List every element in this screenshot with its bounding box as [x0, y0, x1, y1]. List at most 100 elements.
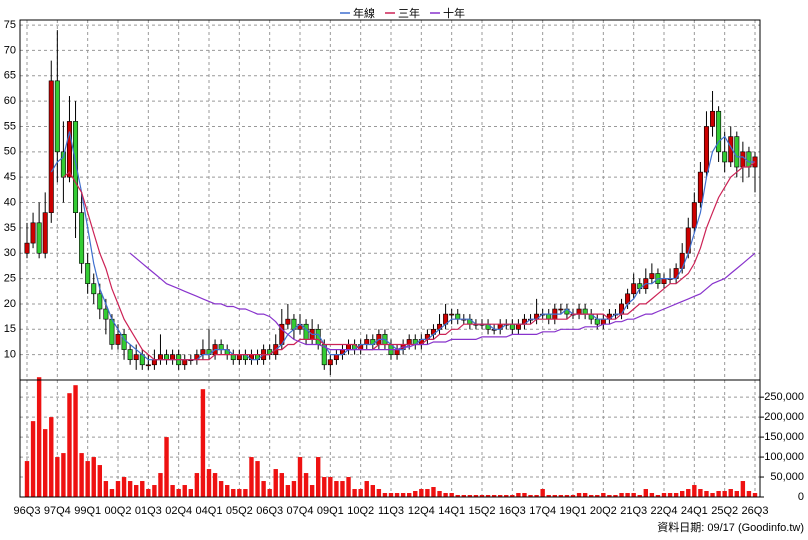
volume-bar [309, 485, 315, 497]
volume-bar [328, 477, 333, 497]
y-tick-label: 35 [4, 222, 16, 234]
candle-body [24, 242, 30, 254]
volume-bar [643, 489, 648, 497]
volume-bar [358, 489, 363, 497]
volume-bar [237, 489, 242, 497]
x-tick-label: 01Q3 [135, 505, 162, 517]
y2-tick-label: 150,000 [764, 431, 804, 443]
candle-body [73, 121, 79, 213]
volume-bar [188, 489, 193, 497]
volume-bar [734, 491, 739, 497]
candle-body [722, 151, 728, 163]
y2-tick-label: 250,000 [764, 391, 804, 403]
x-tick-label: 22Q4 [651, 505, 678, 517]
candle-body [600, 318, 606, 325]
volume-bar [485, 495, 491, 497]
volume-bar [297, 457, 303, 497]
x-tick-label: 02Q4 [165, 505, 192, 517]
volume-bar [510, 495, 515, 497]
candle-body [182, 359, 188, 366]
volume-bar [206, 469, 212, 497]
volume-bar [249, 457, 254, 497]
candle-body [200, 349, 206, 355]
volume-bar [407, 493, 412, 497]
volume-bar [649, 493, 655, 497]
candle-body [151, 359, 157, 366]
candle-body [230, 354, 236, 361]
volume-bar [36, 377, 42, 497]
candle-body [703, 126, 709, 173]
candle-body [576, 308, 582, 315]
plot-frame [19, 19, 761, 498]
candle-body [515, 323, 521, 330]
volume-bar [30, 421, 36, 497]
candle-body [406, 339, 412, 345]
volume-bar [540, 489, 545, 497]
volume-bar [431, 487, 436, 497]
volume-bar [291, 481, 297, 497]
candle-body [746, 151, 752, 168]
volume-bar [146, 489, 151, 497]
x-tick-label: 07Q4 [287, 505, 314, 517]
candle-body [30, 222, 36, 244]
volume-bar [740, 481, 746, 497]
y-tick-label: 20 [4, 298, 16, 310]
candle-body [558, 308, 564, 311]
y-tick-label: 50 [4, 146, 16, 158]
volume-bar [582, 493, 588, 497]
volume-bar [267, 489, 272, 497]
volume-bar [667, 493, 673, 497]
volume-bar [231, 489, 236, 497]
volume-bar [698, 489, 703, 497]
volume-bar [370, 485, 375, 497]
candle-body [449, 313, 455, 316]
volume-bar [425, 489, 430, 497]
candle-body [170, 354, 176, 361]
candle-body [582, 308, 588, 315]
volume-bar [322, 477, 327, 497]
volume-bar [400, 493, 406, 497]
candle-body [285, 318, 291, 325]
volume-bar [746, 491, 752, 497]
x-tick-label: 25Q2 [711, 505, 738, 517]
candle-body [728, 136, 734, 163]
y2-tick-label: 200,000 [764, 411, 804, 423]
candle-body [346, 344, 352, 350]
volume-bar [352, 489, 357, 497]
volume-bar [316, 457, 321, 497]
plot-area [20, 20, 760, 497]
candle-body [91, 283, 97, 295]
y-tick-label: 55 [4, 120, 16, 132]
y-tick-label: 70 [4, 44, 16, 56]
volume-bar [558, 495, 564, 497]
candle-body [218, 344, 224, 350]
candle-body [48, 80, 54, 213]
volume-bar [394, 493, 400, 497]
volume-bar [692, 485, 697, 497]
volume-bar [388, 493, 394, 497]
volume-bar [601, 493, 606, 497]
legend-label: 三年 [398, 6, 420, 20]
candle-body [145, 364, 151, 367]
candle-body [79, 212, 85, 264]
y-tick-label: 45 [4, 171, 16, 183]
volume-bar [716, 491, 721, 497]
volume-bar [140, 481, 145, 497]
volume-bar [552, 495, 557, 497]
volume-bar [61, 453, 66, 497]
volume-bar [115, 481, 121, 497]
x-tick-label: 12Q4 [408, 505, 435, 517]
y-tick-label: 40 [4, 196, 16, 208]
y2-tick-label: 50,000 [770, 471, 804, 483]
volume-bar [607, 495, 612, 497]
volume-bar [97, 465, 102, 497]
candle-body [164, 354, 170, 361]
volume-bar [461, 495, 466, 497]
volume-bar [85, 461, 90, 497]
volume-bar [455, 495, 460, 497]
x-tick-label: 99Q1 [74, 505, 101, 517]
x-tick-label: 19Q1 [560, 505, 587, 517]
candle-body [546, 313, 552, 320]
volume-bar [419, 489, 424, 497]
